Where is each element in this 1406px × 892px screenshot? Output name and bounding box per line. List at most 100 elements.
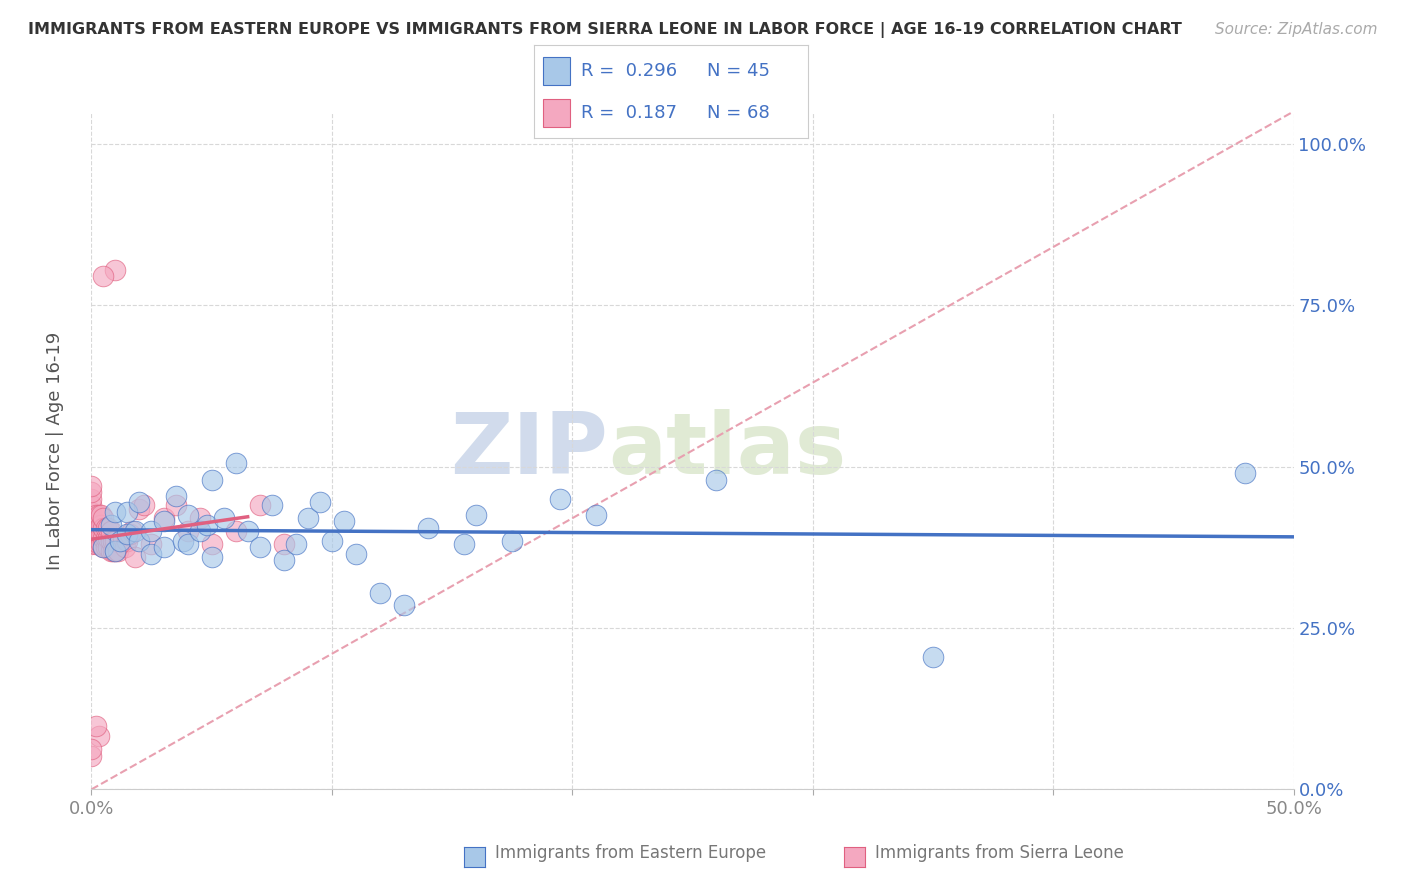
Point — [80, 491, 103, 506]
Point — [706, 473, 728, 487]
Point — [83, 527, 105, 541]
Point — [212, 511, 235, 525]
Point — [100, 533, 122, 548]
Y-axis label: In Labor Force | Age 16-19: In Labor Force | Age 16-19 — [46, 331, 65, 570]
Point — [80, 531, 103, 545]
Point — [392, 599, 415, 613]
Point — [84, 508, 107, 522]
Point — [225, 456, 247, 470]
Point — [117, 527, 139, 541]
Point — [94, 521, 117, 535]
Point — [93, 541, 115, 555]
Point — [100, 543, 122, 558]
Point — [94, 531, 117, 545]
Point — [141, 537, 163, 551]
Text: R =  0.187: R = 0.187 — [581, 104, 676, 122]
Point — [93, 511, 115, 525]
Point — [90, 527, 112, 541]
Point — [101, 543, 124, 558]
Point — [152, 515, 174, 529]
Point — [111, 531, 134, 545]
Point — [585, 508, 607, 522]
Point — [90, 537, 112, 551]
Point — [117, 505, 139, 519]
Point — [284, 537, 307, 551]
Point — [87, 517, 110, 532]
Point — [249, 541, 271, 555]
Point — [176, 524, 198, 538]
Bar — [543, 57, 569, 85]
Point — [80, 505, 103, 519]
Point — [225, 524, 247, 538]
Point — [308, 495, 330, 509]
Point — [152, 541, 174, 555]
Point — [1234, 466, 1257, 480]
Point — [333, 515, 356, 529]
Point — [80, 511, 103, 525]
Point — [110, 533, 132, 548]
Point — [176, 508, 198, 522]
Point — [83, 515, 105, 529]
Point — [188, 511, 211, 525]
Point — [84, 517, 107, 532]
Point — [368, 585, 391, 599]
Point — [121, 524, 143, 538]
Point — [201, 537, 224, 551]
Point — [124, 549, 146, 564]
Point — [97, 541, 120, 555]
Point — [97, 531, 120, 545]
Point — [80, 517, 103, 532]
Point — [249, 499, 271, 513]
Point — [80, 479, 103, 493]
Point — [260, 499, 283, 513]
Point — [94, 541, 117, 555]
Point — [548, 491, 571, 506]
Point — [128, 501, 150, 516]
Point — [141, 547, 163, 561]
Point — [90, 517, 112, 532]
Point — [117, 533, 139, 548]
Text: Source: ZipAtlas.com: Source: ZipAtlas.com — [1215, 22, 1378, 37]
Point — [321, 533, 343, 548]
Text: N = 68: N = 68 — [707, 104, 769, 122]
Point — [87, 537, 110, 551]
Point — [118, 527, 141, 541]
Point — [100, 524, 122, 538]
Point — [80, 537, 103, 551]
Point — [107, 543, 129, 558]
Point — [84, 719, 107, 733]
Point — [104, 543, 127, 558]
Point — [80, 499, 103, 513]
Point — [80, 742, 103, 756]
Point — [80, 524, 103, 538]
Point — [80, 748, 103, 763]
Point — [344, 547, 367, 561]
Point — [97, 521, 120, 535]
Point — [93, 541, 115, 555]
Point — [83, 533, 105, 548]
Point — [201, 473, 224, 487]
Text: R =  0.296: R = 0.296 — [581, 62, 678, 79]
Text: N = 45: N = 45 — [707, 62, 770, 79]
Point — [101, 533, 124, 548]
Point — [416, 521, 439, 535]
Point — [104, 262, 127, 277]
Point — [128, 495, 150, 509]
Point — [110, 533, 132, 548]
Point — [114, 541, 136, 555]
Point — [128, 533, 150, 548]
Text: ZIP: ZIP — [450, 409, 609, 492]
Point — [236, 524, 259, 538]
Point — [176, 537, 198, 551]
Point — [922, 650, 945, 665]
Point — [104, 505, 127, 519]
Point — [188, 524, 211, 538]
Point — [195, 517, 218, 532]
Point — [134, 499, 156, 513]
Point — [152, 511, 174, 525]
Point — [141, 524, 163, 538]
Point — [87, 508, 110, 522]
Point — [124, 524, 146, 538]
Point — [100, 517, 122, 532]
Point — [104, 533, 127, 548]
